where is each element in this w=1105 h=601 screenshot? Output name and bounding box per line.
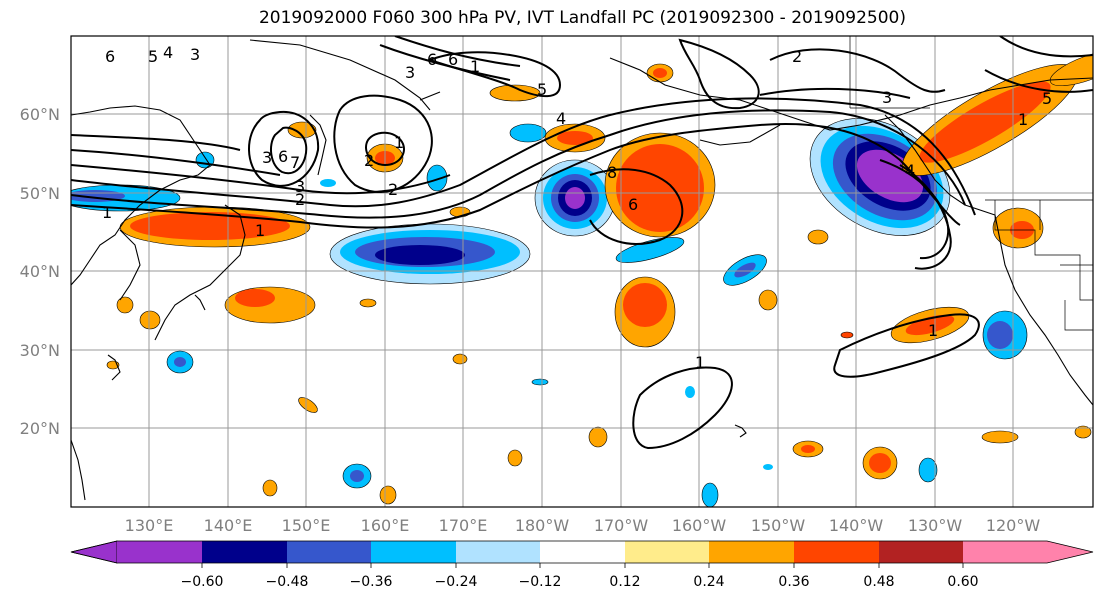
contour-label: 3 bbox=[295, 177, 305, 196]
map-area: 6 5 4 3 6 7 2 1 3 2 2 3 1 6 5 4 3 2 1 3 … bbox=[71, 36, 1093, 507]
coastlines bbox=[71, 39, 1093, 501]
colorbar-tick-label: −0.60 bbox=[181, 574, 224, 590]
lat-label: 40°N bbox=[20, 262, 60, 281]
lon-label: 130°W bbox=[908, 516, 963, 535]
contour-label: 6 bbox=[427, 50, 437, 69]
lon-label: 170°W bbox=[594, 516, 649, 535]
colorbar-bin bbox=[709, 541, 794, 563]
contour-label: 3 bbox=[262, 148, 272, 167]
colorbar-tick-label: −0.36 bbox=[350, 574, 393, 590]
lon-label: 180°W bbox=[515, 516, 570, 535]
colorbar-bin bbox=[794, 541, 879, 563]
colorbar-bin bbox=[371, 541, 456, 563]
colorbar-tick-label: −0.48 bbox=[266, 574, 309, 590]
contour-label: 5 bbox=[537, 80, 547, 99]
colorbar-bin bbox=[879, 541, 963, 563]
contour-label: 7 bbox=[290, 153, 300, 172]
colorbar-tick-label: 0.24 bbox=[693, 574, 724, 590]
colorbar-ticks bbox=[201, 563, 964, 568]
contour-label: 2 bbox=[295, 190, 305, 209]
lon-label: 140°E bbox=[204, 516, 253, 535]
country-borders bbox=[849, 36, 1093, 331]
contour-label: 1 bbox=[394, 133, 404, 152]
lat-label: 30°N bbox=[20, 341, 60, 360]
lon-label: 120°W bbox=[986, 516, 1041, 535]
contour-label: 4 bbox=[905, 161, 915, 180]
latitude-labels: 60°N 50°N 40°N 30°N 20°N bbox=[20, 105, 60, 438]
contour-label: 1 bbox=[470, 57, 480, 76]
colorbar-outline bbox=[70, 540, 1094, 564]
contour-label: 4 bbox=[556, 109, 566, 128]
colorbar-max-extension bbox=[963, 541, 1093, 563]
colorbar-tick-label: −0.24 bbox=[435, 574, 478, 590]
colorbar-bin bbox=[287, 541, 371, 563]
colorbar-tick-label: 0.36 bbox=[778, 574, 809, 590]
colorbar-bin bbox=[117, 541, 202, 563]
contour-labels: 6 5 4 3 6 7 2 1 3 2 2 3 1 6 5 4 3 2 1 3 … bbox=[102, 43, 1052, 372]
colorbar-bin bbox=[456, 541, 540, 563]
colorbar-bin bbox=[202, 541, 287, 563]
lon-label: 150°E bbox=[282, 516, 331, 535]
longitude-labels: 130°E 140°E 150°E 160°E 170°E 180°W 170°… bbox=[125, 516, 1041, 535]
colorbar-bin bbox=[625, 541, 709, 563]
colorbar-tick-label: −0.12 bbox=[519, 574, 562, 590]
lon-label: 140°W bbox=[829, 516, 884, 535]
contour-label: 2 bbox=[388, 180, 398, 199]
contour-label: 3 bbox=[405, 63, 415, 82]
contour-label: 3 bbox=[190, 45, 200, 64]
map-frame bbox=[70, 35, 1094, 508]
colorbar-tick-label: 0.60 bbox=[947, 574, 978, 590]
contour-label: 5 bbox=[148, 47, 158, 66]
contour-label: 1 bbox=[255, 221, 265, 240]
contour-label: 6 bbox=[278, 147, 288, 166]
contour-label: 8 bbox=[607, 163, 617, 182]
contour-label: 4 bbox=[163, 43, 173, 62]
contour-label: 6 bbox=[628, 195, 638, 214]
colorbar-tick-label: 0.12 bbox=[609, 574, 640, 590]
colorbar-min-extension bbox=[70, 540, 118, 564]
lat-label: 50°N bbox=[20, 184, 60, 203]
colorbar-tick-labels: −0.60 −0.48 −0.36 −0.24 −0.12 0.12 0.24 … bbox=[181, 574, 979, 590]
pv-contours bbox=[71, 36, 1093, 450]
lat-label: 20°N bbox=[20, 419, 60, 438]
colorbar: −0.60 −0.48 −0.36 −0.24 −0.12 0.12 0.24 … bbox=[70, 540, 1094, 590]
graticule bbox=[71, 36, 1093, 507]
contour-label: 1 bbox=[928, 321, 938, 340]
contour-label: 6 bbox=[448, 50, 458, 69]
lon-label: 150°W bbox=[751, 516, 806, 535]
lat-label: 60°N bbox=[20, 105, 60, 124]
map-title: 2019092000 F060 300 hPa PV, IVT Landfall… bbox=[258, 8, 906, 28]
contour-label: 1 bbox=[1018, 110, 1028, 129]
contour-label: 1 bbox=[695, 353, 705, 372]
contour-label: 2 bbox=[792, 47, 802, 66]
contour-label: 3 bbox=[882, 88, 892, 107]
contour-label: 5 bbox=[1042, 89, 1052, 108]
lon-label: 160°E bbox=[361, 516, 410, 535]
lon-label: 130°E bbox=[125, 516, 174, 535]
contour-label: 2 bbox=[364, 151, 374, 170]
colorbar-bin bbox=[540, 541, 625, 563]
lon-label: 170°E bbox=[439, 516, 488, 535]
contour-label: 1 bbox=[102, 203, 112, 222]
contour-label: 6 bbox=[105, 47, 115, 66]
colorbar-tick-label: 0.48 bbox=[863, 574, 894, 590]
lon-label: 160°W bbox=[672, 516, 727, 535]
